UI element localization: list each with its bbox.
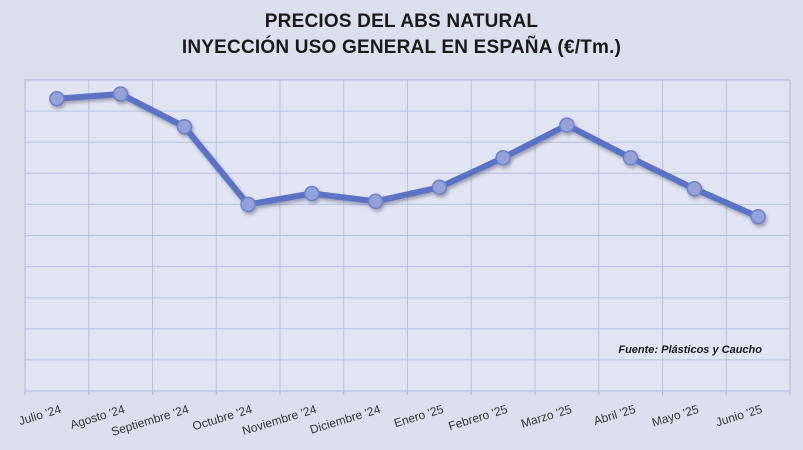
data-point-marker [49, 90, 65, 107]
data-point-marker [495, 150, 511, 166]
price-line [53, 91, 762, 220]
data-point-marker [176, 118, 193, 135]
chart-title-line-1: PRECIOS DEL ABS NATURAL [264, 11, 539, 32]
data-point-marker [304, 185, 320, 202]
chart-title: PRECIOS DEL ABS NATURAL INYECCIÓN USO GE… [0, 9, 803, 61]
source-note: Fuente: Plásticos y Caucho [618, 344, 762, 356]
plot-area-border [24, 79, 791, 392]
data-point-marker [240, 196, 256, 213]
data-point-marker [750, 209, 766, 225]
data-point-marker [367, 193, 384, 210]
data-point-marker [112, 86, 129, 102]
data-point-marker [622, 150, 639, 166]
price-line-series [49, 86, 766, 225]
data-point-marker [559, 117, 575, 133]
chart-title-line-2: INYECCIÓN USO GENERAL EN ESPAÑA (€/Tm.) [181, 37, 622, 58]
data-point-marker [431, 179, 448, 196]
data-point-marker [686, 181, 703, 197]
